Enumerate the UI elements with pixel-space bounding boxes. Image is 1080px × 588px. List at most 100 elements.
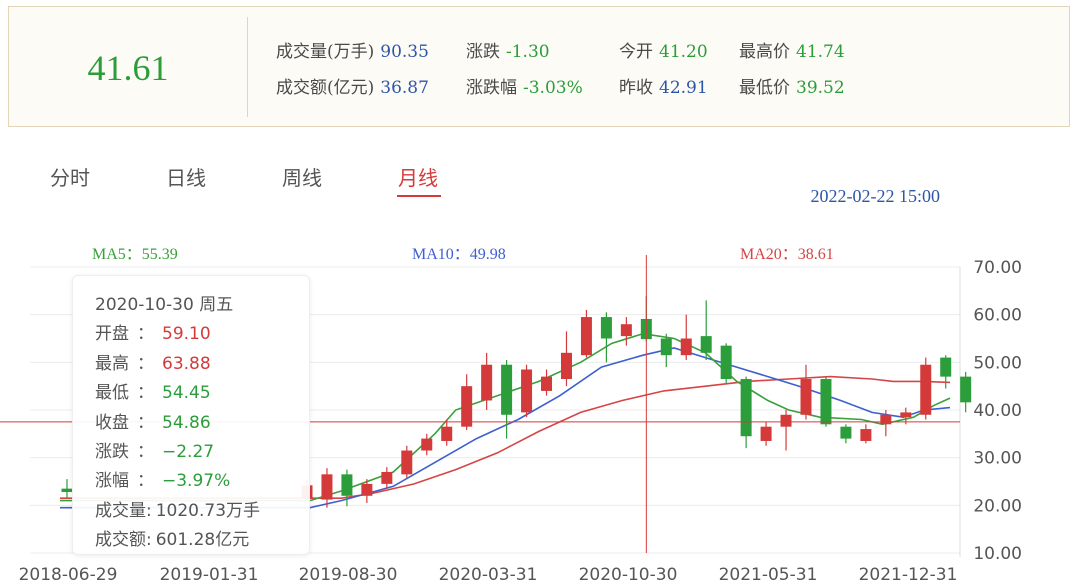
ma10-line (60, 347, 951, 509)
tooltip-row-label: 收盘 (95, 412, 129, 433)
candle-body (61, 488, 73, 492)
stat-amount-label: 成交额(亿元) (276, 78, 375, 98)
tooltip-row-value: 1020.73万手 (155, 500, 261, 521)
active-tab-indicator (397, 195, 441, 197)
ma20-label: MA20：38.61 (740, 246, 834, 263)
y-tick-label: 10.00 (973, 544, 1022, 564)
tooltip-row-value: 59.10 (162, 324, 211, 345)
tooltip-row-label: 成交量 (95, 500, 146, 521)
candle-body (760, 426, 772, 441)
tooltip-row-label: 最高 (95, 353, 129, 374)
candle-body (461, 386, 473, 427)
stat-open: 今开 41.20 (619, 37, 708, 62)
stat-change-pct-value: -3.03% (523, 78, 583, 98)
x-tick-label: 2019-01-31 (160, 565, 259, 585)
tab-monthly[interactable]: 月线 (398, 166, 438, 190)
tooltip-row-value: 63.88 (162, 353, 211, 374)
candle-body (780, 414, 792, 427)
tooltip-row: 成交量: 1020.73万手 (95, 496, 309, 525)
ma10-label: MA10：49.98 (412, 246, 506, 263)
y-tick-label: 30.00 (973, 449, 1022, 469)
candle-body (560, 352, 572, 380)
stat-change: 涨跌 -1.30 (466, 37, 550, 62)
kline-chart[interactable]: 70.00 60.00 50.00 40.00 30.00 20.00 10.00 2018-… (0, 255, 1080, 588)
candle-body (401, 450, 413, 475)
tooltip-row: 开盘 ： 59.10 (95, 319, 309, 348)
ma20-line (60, 375, 951, 499)
tooltip-row-value: 54.86 (162, 412, 211, 433)
tooltip-row-label: 开盘 (95, 324, 129, 345)
panel-divider (247, 17, 248, 117)
candle-body (341, 474, 353, 496)
x-tick-label: 2018-06-29 (19, 565, 118, 585)
candle-body (600, 317, 612, 339)
candle-body (960, 376, 972, 403)
candle-body (700, 336, 712, 353)
candle-body (620, 324, 632, 337)
stat-change-value: -1.30 (506, 42, 550, 62)
candle-body (880, 414, 892, 425)
tooltip-row-value: 601.28亿元 (155, 530, 250, 551)
tooltip-rows: 开盘 ： 59.10 最高 ： 63.88 最低 ： 54.45 收盘 ： 54.86 涨跌 ： −2.27… (95, 319, 309, 554)
tooltip-row: 最低 ： 54.45 (95, 378, 309, 407)
stat-open-label: 今开 (619, 42, 653, 62)
tooltip-row-separator: : (146, 530, 152, 551)
tooltip-row: 成交额: 601.28亿元 (95, 525, 309, 554)
tooltip-row: 涨跌 ： −2.27 (95, 437, 309, 466)
candle-body (900, 412, 912, 418)
stat-high: 最高价 41.74 (739, 37, 845, 62)
candle-body (580, 317, 592, 356)
tooltip-row-label: 最低 (95, 383, 129, 404)
tooltip-row: 收盘 ： 54.86 (95, 408, 309, 437)
tooltip-row-value: −3.97% (162, 471, 231, 492)
tooltip-row-separator: ： (137, 383, 154, 404)
stat-prev-close-value: 42.91 (659, 78, 708, 98)
tab-intraday[interactable]: 分时 (50, 166, 90, 190)
candle-body (381, 471, 393, 484)
stat-high-value: 41.74 (796, 42, 845, 62)
candle-body (501, 364, 513, 415)
stat-low: 最低价 39.52 (739, 73, 845, 98)
x-tick-label: 2020-03-31 (439, 565, 538, 585)
stat-high-label: 最高价 (739, 42, 790, 62)
stat-amount-value: 36.87 (380, 78, 429, 98)
candle-body (680, 338, 692, 356)
stat-change-pct-label: 涨跌幅 (466, 78, 517, 98)
y-tick-label: 70.00 (973, 258, 1022, 278)
candle-body (541, 376, 553, 391)
tooltip-row-separator: ： (137, 441, 154, 462)
candle-body (800, 379, 812, 415)
candle-body (740, 379, 752, 437)
tooltip-row-value: −2.27 (162, 441, 215, 462)
tooltip-row-label: 涨幅 (95, 471, 129, 492)
stat-change-label: 涨跌 (466, 42, 500, 62)
tab-weekly[interactable]: 周线 (282, 166, 322, 190)
tab-daily[interactable]: 日线 (166, 166, 206, 190)
candle-body (820, 379, 832, 425)
stat-prev-close: 昨收 42.91 (619, 73, 708, 98)
candle-body (521, 369, 533, 413)
stat-amount: 成交额(亿元) 36.87 (276, 73, 429, 98)
y-tick-label: 60.00 (973, 306, 1022, 326)
stat-prev-close-label: 昨收 (619, 78, 653, 98)
tooltip-row-value: 54.45 (162, 383, 211, 404)
x-tick-label: 2021-12-31 (859, 565, 958, 585)
candle-body (920, 364, 932, 415)
x-tick-label: 2020-10-30 (579, 565, 678, 585)
stat-low-label: 最低价 (739, 78, 790, 98)
tooltip-row-separator: ： (137, 324, 154, 345)
y-tick-label: 50.00 (973, 353, 1022, 373)
candle-body (441, 426, 453, 441)
tooltip-row: 涨幅 ： −3.97% (95, 466, 309, 495)
stat-volume-value: 90.35 (380, 42, 429, 62)
y-tick-label: 40.00 (973, 401, 1022, 421)
candle-body (361, 483, 373, 496)
candle-body (321, 474, 333, 500)
ma5-label: MA5：55.39 (92, 246, 178, 263)
x-tick-label: 2019-08-30 (299, 565, 398, 585)
stat-open-value: 41.20 (659, 42, 708, 62)
candle-body (860, 429, 872, 441)
stat-volume-label: 成交量(万手) (276, 42, 375, 62)
tooltip-row-separator: ： (137, 471, 154, 492)
crosshair-tooltip: 2020-10-30 周五 开盘 ： 59.10 最高 ： 63.88 最低 ： 54.45 收盘… (72, 275, 310, 555)
